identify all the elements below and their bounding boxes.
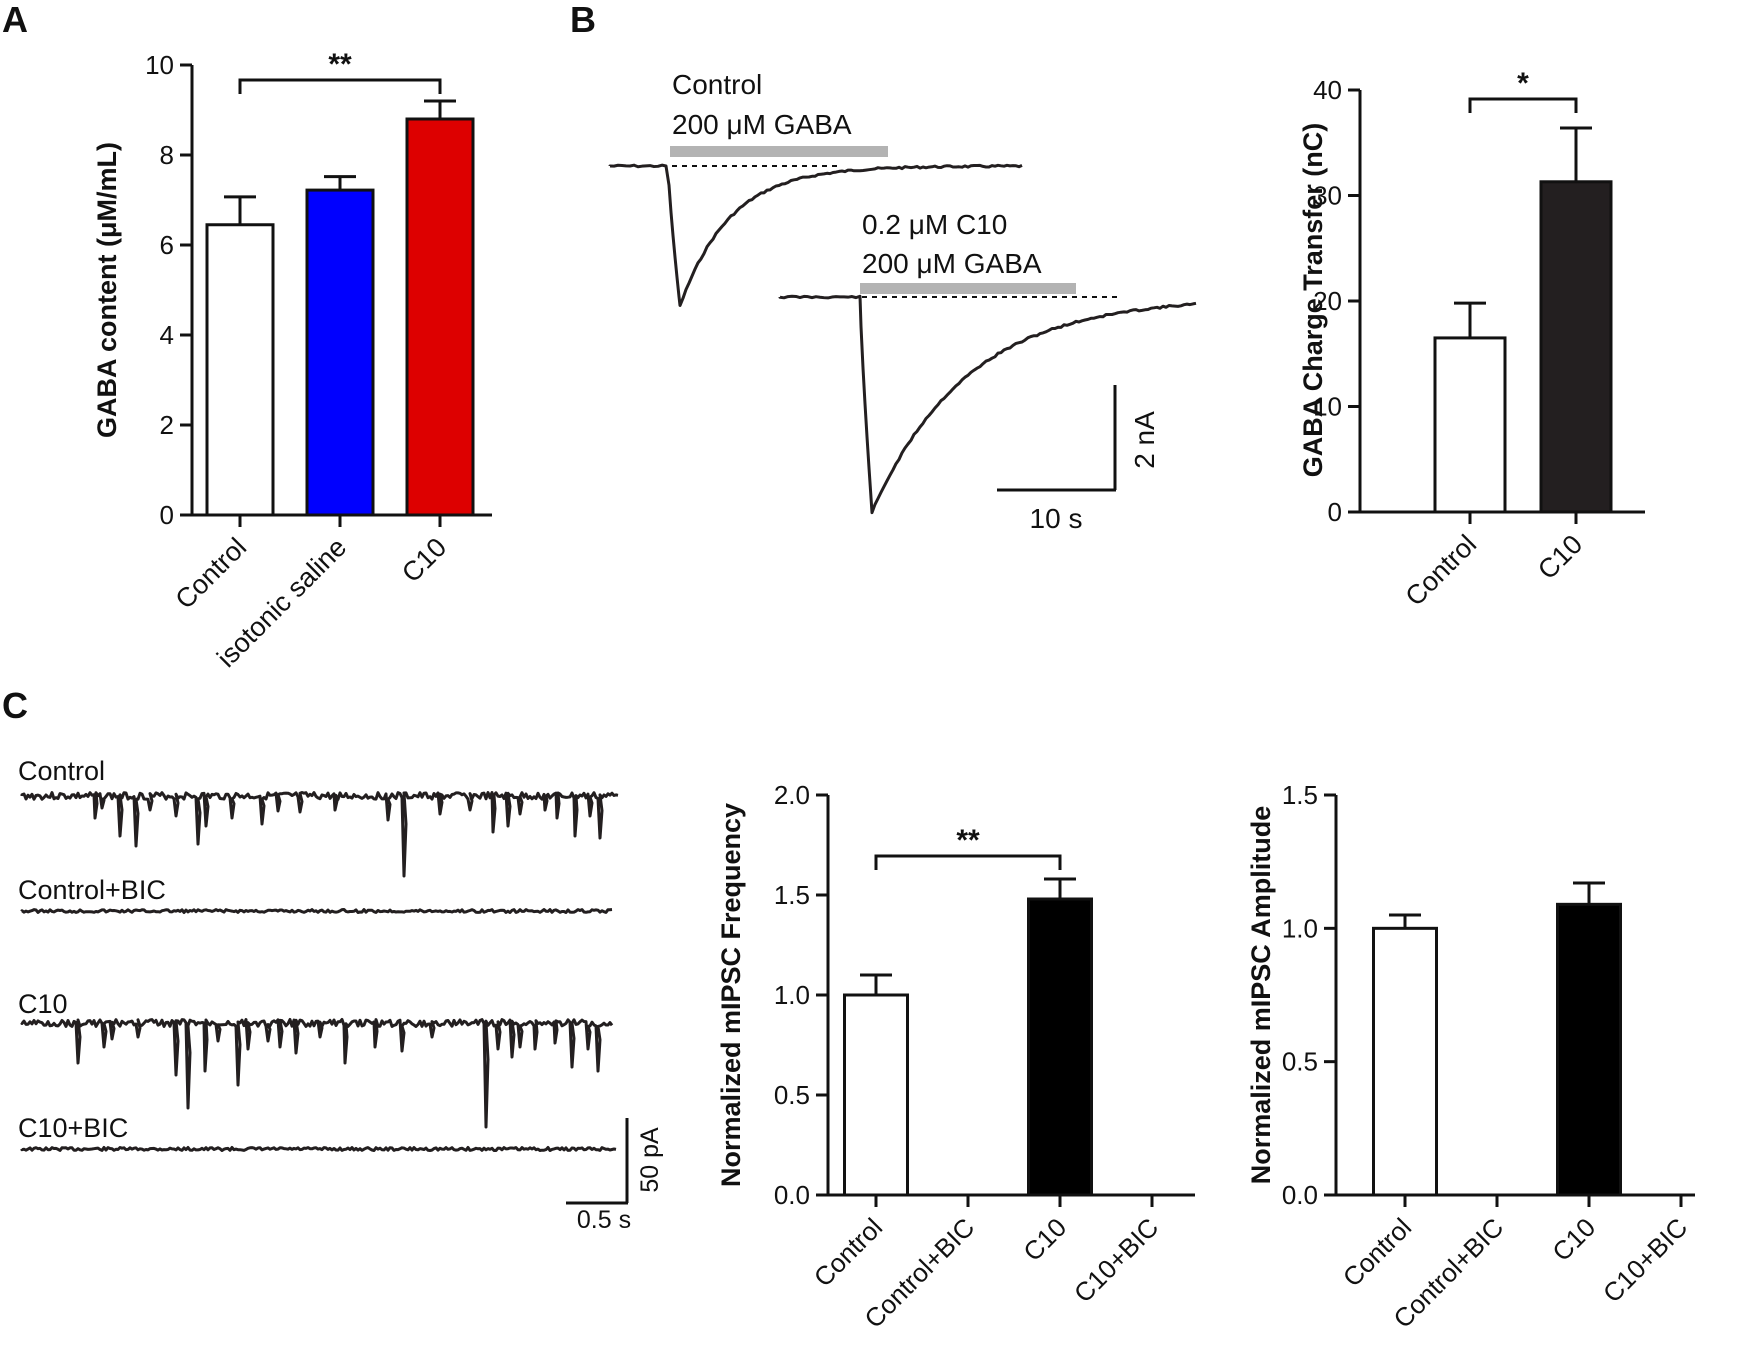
panel-label-a: A [2, 0, 28, 40]
trace-b-control-label: Control [672, 69, 762, 100]
chart-b-charge-transfer: 0 10 20 30 40 GABA Charge Transfer (nC) Contro… [1298, 67, 1645, 612]
y-tick-label: 0.0 [774, 1180, 810, 1210]
trace-b-control-current [608, 163, 1023, 307]
y-tick-label: 8 [160, 140, 174, 170]
y-tick-label: 1.5 [1282, 780, 1318, 810]
trace-c-c10 [20, 1018, 614, 1129]
y-axis-label: GABA Charge Transfer (nC) [1298, 123, 1328, 478]
scale-bar-y-label: 50 pA [636, 1127, 664, 1193]
x-tick-label: C10 [1546, 1212, 1601, 1267]
y-tick-label: 1.0 [1282, 913, 1318, 943]
x-tick-label: Control [808, 1212, 888, 1292]
trace-b-scale-bar: 2 nA 10 s [997, 385, 1160, 534]
y-tick-label: 30 [1313, 181, 1342, 211]
trace-c-scale-bar: 50 pA 0.5 s [566, 1118, 664, 1234]
y-tick-label: 0.0 [1282, 1180, 1318, 1210]
y-tick-label: 20 [1313, 286, 1342, 316]
trace-b-c10-label: 0.2 μM C10 [862, 209, 1007, 240]
x-tick-label: C10+BIC [1597, 1212, 1693, 1308]
trace-c-control [20, 791, 619, 878]
y-axis-label: Normalized mIPSC Frequency [716, 803, 746, 1187]
x-tick-label: C10 [1017, 1212, 1072, 1267]
panel-label-b: B [570, 0, 596, 40]
bar-control [205, 223, 275, 517]
y-tick-label: 0.5 [1282, 1047, 1318, 1077]
y-axis-label: GABA content (μM/mL) [92, 142, 122, 438]
bar-control [1372, 926, 1438, 1197]
x-tick-label: Control [1337, 1212, 1417, 1292]
significance-label: * [1517, 67, 1529, 100]
scale-bar-y-label: 2 nA [1129, 411, 1160, 469]
y-tick-label: 1.5 [774, 880, 810, 910]
y-tick-label: 0 [1328, 497, 1342, 527]
y-tick-label: 2 [160, 410, 174, 440]
x-tick-label: C10 [396, 532, 452, 588]
bar-c10 [405, 117, 475, 517]
bar-isotonic-saline [305, 188, 375, 517]
chart-c-mipsc-frequency: 0.0 0.5 1.0 1.5 2.0 Normalized mIPSC Frequenc… [716, 780, 1195, 1334]
bar-control [843, 993, 909, 1197]
trace-b-c10-drug-label: 200 μM GABA [862, 248, 1042, 279]
significance-label: ** [956, 824, 980, 857]
y-tick-label: 10 [1313, 392, 1342, 422]
trace-c-c10-bic [20, 1146, 617, 1152]
significance-bracket [1468, 97, 1578, 113]
bar-control [1433, 336, 1507, 514]
panel-label-c: C [2, 685, 28, 726]
bar-c10 [1556, 902, 1622, 1197]
y-tick-label: 0 [160, 500, 174, 530]
bar-c10 [1027, 897, 1093, 1197]
scale-bar-x-label: 0.5 s [577, 1206, 631, 1234]
trace-b-control-application-bar [670, 146, 888, 157]
x-tick-label: C10+BIC [1068, 1212, 1164, 1308]
trace-b-c10-current [778, 294, 1197, 515]
y-tick-label: 40 [1313, 75, 1342, 105]
trace-c-control-bic [20, 908, 613, 914]
trace-c-label-control-bic: Control+BIC [18, 875, 166, 905]
trace-c-label-control: Control [18, 756, 105, 786]
y-tick-label: 4 [160, 320, 174, 350]
trace-c-label-c10: C10 [18, 989, 68, 1019]
trace-b-c10-application-bar [860, 283, 1076, 294]
bar-c10 [1539, 180, 1613, 514]
trace-b-control-drug-label: 200 μM GABA [672, 109, 852, 140]
x-tick-label: Control [1399, 529, 1482, 612]
y-tick-label: 10 [145, 50, 174, 80]
y-tick-label: 0.5 [774, 1080, 810, 1110]
scale-bar-x-label: 10 s [1030, 503, 1083, 534]
y-tick-label: 6 [160, 230, 174, 260]
y-tick-label: 2.0 [774, 780, 810, 810]
panel-b-traces: Control 200 μM GABA 0.2 μM C10 200 μM GA… [608, 69, 1197, 534]
y-tick-label: 1.0 [774, 980, 810, 1010]
x-tick-label: Control [169, 532, 252, 615]
significance-label: ** [328, 48, 352, 81]
significance-bracket [874, 854, 1062, 870]
trace-c-label-c10-bic: C10+BIC [18, 1113, 128, 1143]
x-tick-label: C10 [1532, 529, 1588, 585]
panel-c-traces: Control Control+BIC C10 C10+BIC 50 pA 0.… [18, 756, 664, 1234]
significance-bracket [238, 78, 442, 94]
y-axis-label: Normalized mIPSC Amplitude [1246, 806, 1276, 1185]
